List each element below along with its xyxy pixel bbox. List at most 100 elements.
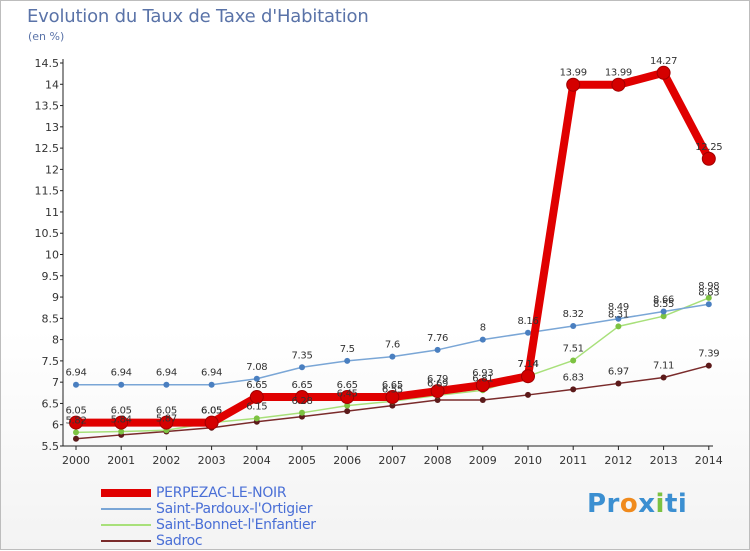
data-label: 6.94	[156, 368, 177, 379]
data-label: 6.55	[382, 384, 403, 395]
data-label: 7.35	[291, 350, 312, 361]
data-point	[385, 390, 400, 405]
data-label: 7.11	[653, 360, 674, 371]
data-point	[299, 409, 305, 416]
data-point	[570, 322, 577, 329]
data-label: 7.08	[246, 362, 267, 373]
logo-part: x	[638, 489, 656, 519]
x-tick-label: 2005	[288, 454, 316, 467]
data-label: 7.51	[563, 343, 584, 354]
y-tick-label: 5.5	[42, 440, 60, 453]
y-tick-label: 6	[52, 419, 59, 432]
data-point	[660, 313, 667, 320]
data-point	[159, 415, 174, 430]
data-label: 7.76	[427, 333, 448, 344]
proxiti-logo: Proxiti	[587, 489, 687, 519]
data-point	[118, 381, 125, 388]
data-label: 6.65	[382, 380, 403, 391]
data-label: 6.79	[427, 374, 448, 385]
y-tick-label: 10.5	[35, 227, 60, 240]
data-point	[566, 77, 581, 92]
data-label: 6.15	[246, 401, 267, 412]
data-point	[204, 415, 219, 430]
y-tick-label: 11.5	[35, 185, 60, 198]
data-point	[253, 415, 260, 422]
data-label: 6.65	[291, 380, 312, 391]
data-label: 8.66	[653, 295, 674, 306]
logo-part: ti	[664, 489, 688, 519]
legend-swatch-saint-bonnet	[101, 524, 151, 526]
data-point	[389, 353, 396, 360]
data-point	[344, 357, 351, 364]
legend-label-sadroc: Sadroc	[156, 533, 203, 549]
data-label: 6.05	[156, 406, 177, 417]
logo-part: Pr	[587, 489, 620, 519]
data-label: 6.93	[472, 368, 493, 379]
data-point	[705, 301, 712, 308]
legend-label-saint-pardoux: Saint-Pardoux-l'Ortigier	[156, 501, 313, 517]
y-tick-label: 7.5	[42, 355, 60, 368]
data-label: 6.94	[65, 368, 86, 379]
data-label: 8.16	[517, 316, 538, 327]
logo-part: o	[619, 489, 639, 519]
x-tick-label: 2006	[333, 454, 361, 467]
data-point	[615, 315, 622, 322]
series-group	[73, 301, 712, 388]
y-tick-label: 10	[45, 249, 59, 262]
data-point	[434, 346, 441, 353]
data-point	[340, 390, 355, 405]
data-label: 7.14	[517, 359, 538, 370]
y-tick-label: 8	[52, 334, 59, 347]
x-tick-label: 2009	[469, 454, 497, 467]
data-label: 13.99	[560, 68, 587, 79]
legend-label-perpezac: PERPEZAC-LE-NOIR	[156, 485, 287, 501]
legend-swatch-perpezac	[101, 489, 151, 497]
data-label: 7.14	[517, 359, 538, 370]
x-tick-label: 2003	[198, 454, 226, 467]
data-point	[660, 374, 667, 381]
data-point	[163, 381, 170, 388]
data-label: 6.05	[201, 406, 222, 417]
x-tick-label: 2008	[424, 454, 452, 467]
x-tick-label: 2011	[559, 454, 587, 467]
data-label: 6.05	[111, 406, 132, 417]
data-point	[73, 381, 79, 388]
data-label: 6.05	[65, 406, 86, 417]
chart-subtitle: (en %)	[28, 30, 65, 43]
chart-title: Evolution du Taux de Taxe d'Habitation	[27, 6, 369, 27]
data-label: 8.83	[698, 287, 719, 298]
data-label: 12.25	[695, 142, 722, 153]
y-tick-label: 12.5	[35, 142, 60, 155]
data-label: 8.31	[608, 309, 629, 320]
logo-part: i	[655, 489, 665, 519]
data-point	[208, 381, 215, 388]
data-label: 6.83	[563, 372, 584, 383]
data-label: 8.98	[698, 281, 719, 292]
data-point	[479, 397, 486, 404]
data-point	[253, 375, 260, 382]
data-label: 6.65	[337, 380, 358, 391]
data-label: 8.49	[608, 302, 629, 313]
y-tick-label: 13.5	[35, 100, 60, 113]
x-tick-label: 2007	[378, 454, 406, 467]
x-tick-label: 2010	[514, 454, 542, 467]
data-point	[570, 357, 577, 364]
y-tick-label: 6.5	[42, 397, 60, 410]
data-point	[73, 429, 79, 436]
data-label: 6.97	[608, 366, 629, 377]
data-label: 8.55	[653, 299, 674, 310]
x-tick-label: 2013	[650, 454, 678, 467]
data-point	[344, 408, 351, 415]
y-tick-label: 9.5	[42, 270, 60, 283]
data-point	[525, 391, 531, 398]
data-point	[295, 390, 309, 405]
data-point	[656, 65, 671, 80]
data-label: 14.27	[650, 56, 677, 67]
data-label: 7.39	[698, 349, 719, 360]
x-tick-label: 2012	[604, 454, 632, 467]
data-label: 6.94	[201, 368, 222, 379]
legend-swatch-sadroc	[101, 540, 151, 542]
series-group	[69, 65, 716, 430]
data-point	[611, 77, 626, 92]
